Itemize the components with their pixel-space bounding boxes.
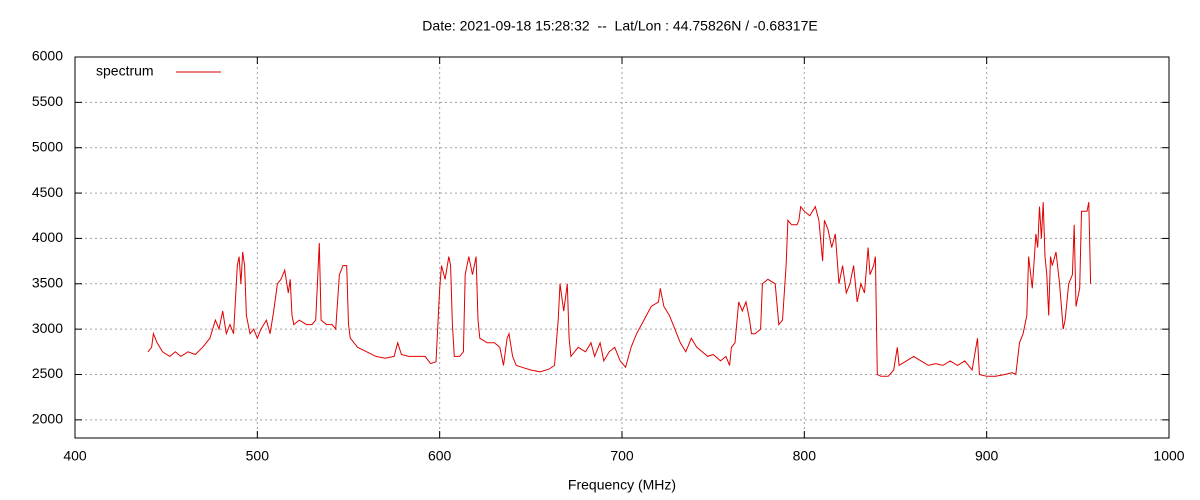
chart-title: Date: 2021-09-18 15:28:32 -- Lat/Lon : 4… bbox=[422, 18, 817, 34]
y-tick-label: 4500 bbox=[32, 184, 63, 200]
data-line bbox=[147, 202, 1092, 377]
y-tick-label: 4000 bbox=[32, 229, 63, 245]
x-tick-label: 800 bbox=[793, 448, 817, 464]
y-tick-label: 3500 bbox=[32, 274, 63, 290]
y-tick-label: 5500 bbox=[32, 93, 63, 109]
y-tick-label: 3000 bbox=[32, 320, 63, 336]
x-tick-label: 400 bbox=[63, 448, 87, 464]
y-tick-label: 5000 bbox=[32, 138, 63, 154]
x-tick-label: 1000 bbox=[1153, 448, 1184, 464]
plot-frame bbox=[74, 56, 1170, 439]
x-tick-label: 500 bbox=[246, 448, 270, 464]
y-tick-label: 2000 bbox=[32, 411, 63, 427]
x-tick-label: 900 bbox=[975, 448, 999, 464]
y-tick-label: 6000 bbox=[32, 48, 63, 64]
y-tick-label: 2500 bbox=[32, 365, 63, 381]
x-tick-label: 700 bbox=[610, 448, 634, 464]
legend-label: spectrum bbox=[96, 63, 154, 79]
x-axis-label: Frequency (MHz) bbox=[568, 477, 676, 493]
x-tick-label: 600 bbox=[428, 448, 452, 464]
